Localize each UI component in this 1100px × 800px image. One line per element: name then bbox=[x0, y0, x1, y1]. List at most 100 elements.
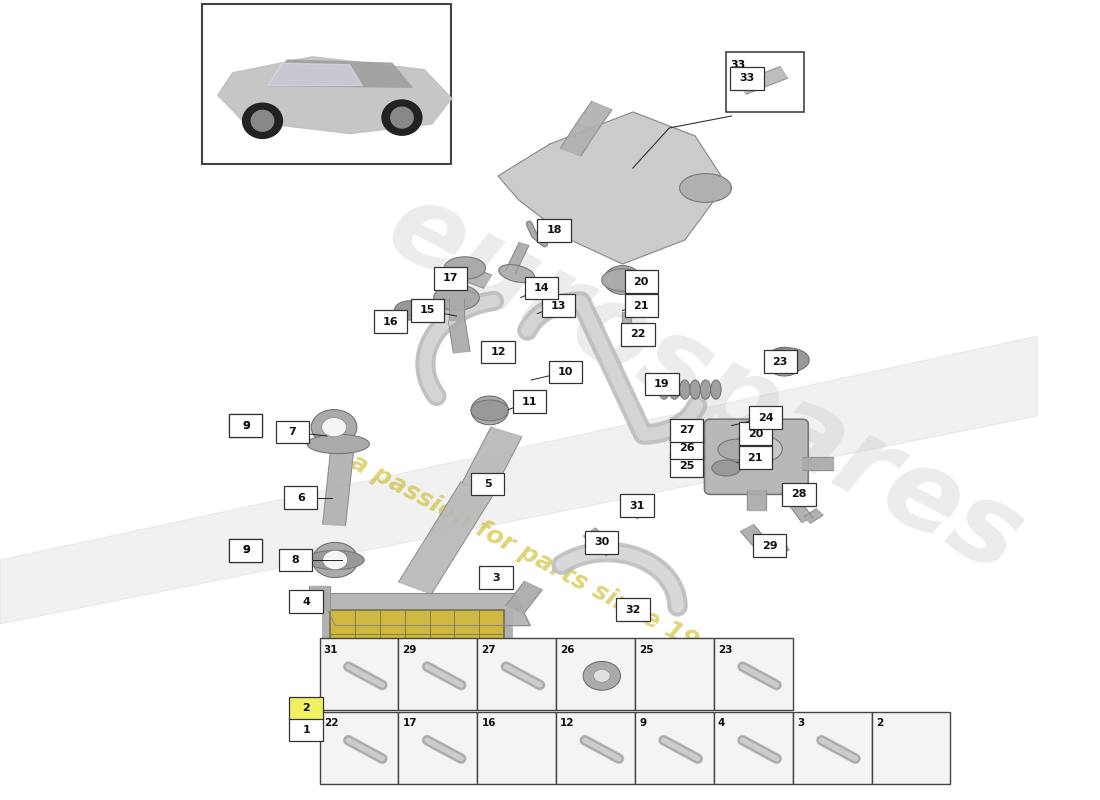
Bar bbox=[320, 712, 398, 784]
FancyBboxPatch shape bbox=[704, 419, 808, 494]
Text: 4: 4 bbox=[718, 718, 725, 728]
Ellipse shape bbox=[718, 439, 756, 460]
FancyBboxPatch shape bbox=[289, 718, 322, 741]
FancyBboxPatch shape bbox=[525, 277, 558, 299]
FancyBboxPatch shape bbox=[279, 549, 312, 571]
FancyBboxPatch shape bbox=[482, 341, 515, 363]
FancyBboxPatch shape bbox=[749, 406, 782, 429]
Circle shape bbox=[503, 734, 543, 766]
Polygon shape bbox=[802, 457, 833, 470]
Polygon shape bbox=[449, 319, 470, 353]
FancyBboxPatch shape bbox=[433, 267, 466, 290]
Circle shape bbox=[660, 660, 702, 692]
Text: 9: 9 bbox=[242, 546, 250, 555]
Text: 31: 31 bbox=[323, 645, 338, 654]
Ellipse shape bbox=[390, 107, 414, 128]
Ellipse shape bbox=[243, 103, 283, 138]
Text: 12: 12 bbox=[491, 347, 506, 357]
Bar bbox=[714, 712, 793, 784]
FancyBboxPatch shape bbox=[782, 483, 815, 506]
Text: 22: 22 bbox=[323, 718, 338, 728]
Text: 28: 28 bbox=[791, 490, 806, 499]
Polygon shape bbox=[498, 112, 726, 264]
FancyBboxPatch shape bbox=[229, 414, 263, 437]
Bar bbox=[477, 712, 557, 784]
FancyBboxPatch shape bbox=[289, 697, 322, 719]
Circle shape bbox=[312, 542, 358, 578]
Text: 3: 3 bbox=[796, 718, 804, 728]
Text: 17: 17 bbox=[403, 718, 417, 728]
FancyBboxPatch shape bbox=[670, 454, 704, 477]
Bar bbox=[793, 712, 871, 784]
Bar bbox=[202, 4, 451, 164]
FancyBboxPatch shape bbox=[646, 373, 679, 395]
Text: 9: 9 bbox=[639, 718, 647, 728]
Polygon shape bbox=[506, 582, 542, 614]
Text: 29: 29 bbox=[762, 541, 778, 550]
Circle shape bbox=[594, 670, 610, 682]
Polygon shape bbox=[804, 509, 823, 523]
Ellipse shape bbox=[744, 442, 769, 455]
Text: 23: 23 bbox=[718, 645, 733, 654]
Text: 7: 7 bbox=[288, 427, 297, 437]
Text: 11: 11 bbox=[521, 397, 537, 406]
Text: 16: 16 bbox=[383, 317, 398, 326]
Ellipse shape bbox=[498, 265, 535, 282]
Ellipse shape bbox=[433, 285, 480, 310]
Bar bbox=[398, 638, 477, 710]
Polygon shape bbox=[462, 427, 521, 493]
Bar bbox=[726, 52, 804, 112]
Polygon shape bbox=[322, 447, 354, 526]
FancyBboxPatch shape bbox=[289, 590, 322, 613]
Text: 30: 30 bbox=[594, 538, 609, 547]
Text: 6: 6 bbox=[297, 493, 305, 502]
Ellipse shape bbox=[701, 380, 711, 399]
FancyBboxPatch shape bbox=[730, 67, 763, 90]
Bar bbox=[714, 638, 793, 710]
Circle shape bbox=[720, 437, 754, 462]
FancyBboxPatch shape bbox=[625, 270, 658, 293]
Text: 29: 29 bbox=[403, 645, 417, 654]
Text: 9: 9 bbox=[242, 546, 250, 555]
Text: 9: 9 bbox=[242, 421, 250, 430]
Text: 12: 12 bbox=[560, 718, 575, 728]
FancyBboxPatch shape bbox=[616, 598, 649, 621]
Polygon shape bbox=[267, 63, 362, 86]
Polygon shape bbox=[398, 482, 494, 594]
Ellipse shape bbox=[680, 174, 732, 202]
Polygon shape bbox=[458, 266, 492, 288]
Circle shape bbox=[509, 739, 537, 760]
Bar bbox=[557, 638, 635, 710]
FancyBboxPatch shape bbox=[374, 310, 407, 333]
Text: 27: 27 bbox=[482, 645, 496, 654]
Text: a passion for parts since 1985: a passion for parts since 1985 bbox=[346, 450, 733, 670]
FancyBboxPatch shape bbox=[670, 419, 704, 442]
Text: 14: 14 bbox=[534, 283, 549, 293]
Ellipse shape bbox=[602, 269, 644, 291]
Circle shape bbox=[613, 272, 632, 288]
Text: 33: 33 bbox=[730, 60, 746, 70]
Polygon shape bbox=[506, 242, 529, 274]
Text: 10: 10 bbox=[558, 367, 573, 377]
Circle shape bbox=[321, 418, 346, 437]
Ellipse shape bbox=[444, 257, 485, 279]
Circle shape bbox=[905, 740, 930, 759]
Circle shape bbox=[583, 662, 620, 690]
Bar bbox=[871, 712, 950, 784]
Text: 9: 9 bbox=[242, 421, 250, 430]
Text: 8: 8 bbox=[292, 555, 299, 565]
Ellipse shape bbox=[307, 434, 370, 454]
Text: 1: 1 bbox=[302, 725, 310, 734]
Text: 26: 26 bbox=[560, 645, 575, 654]
Bar bbox=[635, 638, 714, 710]
Text: 18: 18 bbox=[547, 226, 562, 235]
Text: 2: 2 bbox=[876, 718, 883, 728]
Polygon shape bbox=[583, 528, 618, 556]
FancyBboxPatch shape bbox=[538, 219, 571, 242]
Ellipse shape bbox=[711, 380, 722, 399]
Polygon shape bbox=[560, 124, 596, 156]
Text: 33: 33 bbox=[739, 74, 755, 83]
Bar bbox=[320, 638, 398, 710]
Ellipse shape bbox=[394, 301, 426, 320]
FancyBboxPatch shape bbox=[739, 446, 772, 469]
